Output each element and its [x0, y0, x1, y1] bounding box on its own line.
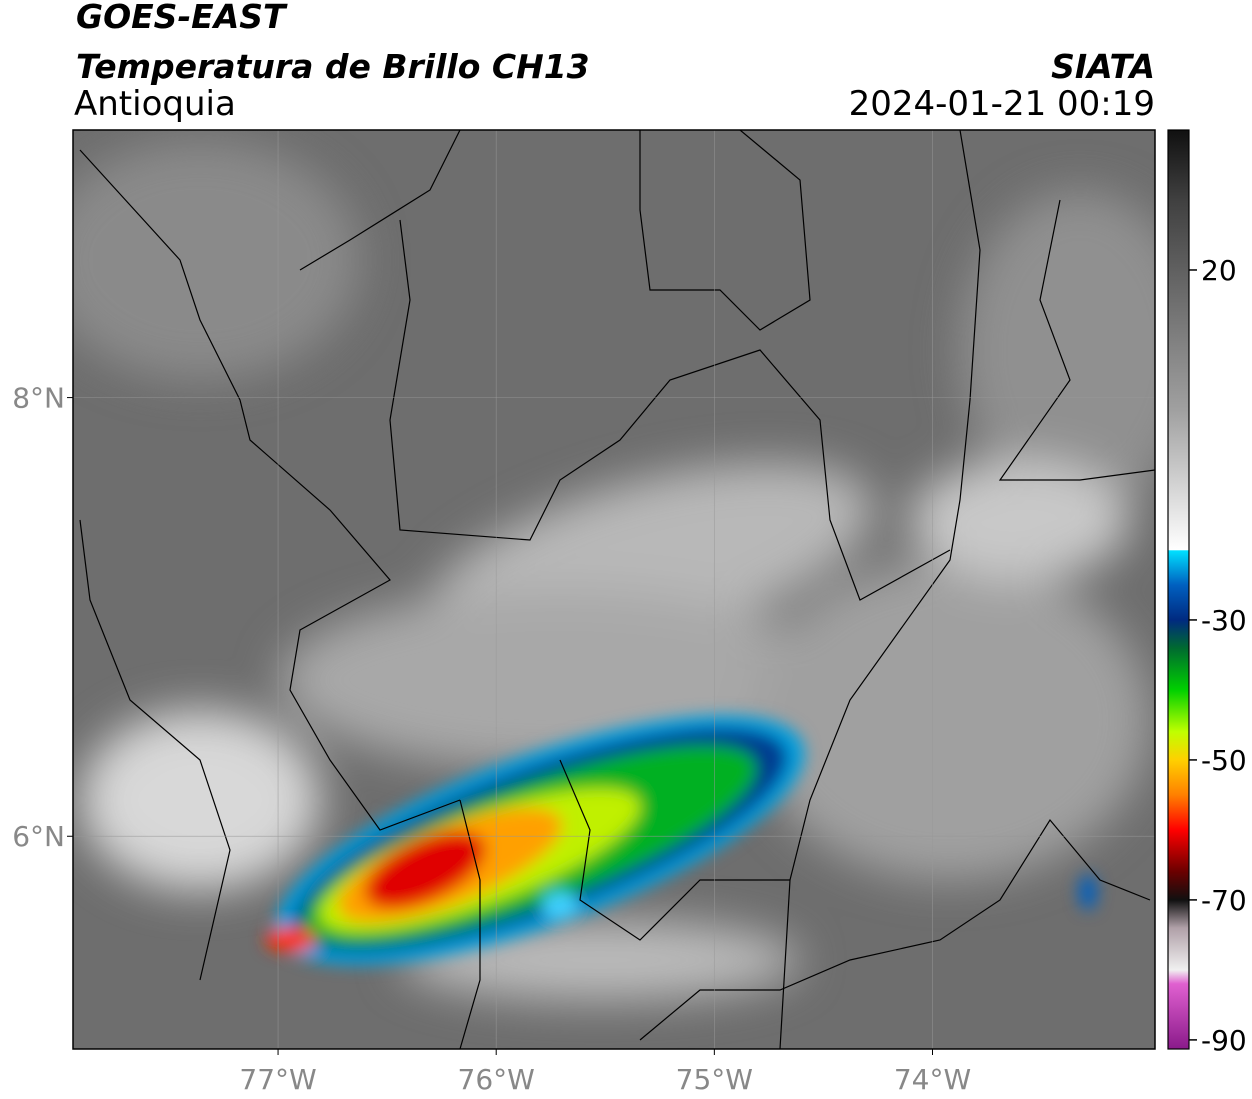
- colorbar-tick-label: -70: [1201, 884, 1247, 917]
- map-frame: [72, 129, 1156, 1050]
- datetime: 2024-01-21 00:19: [849, 84, 1155, 124]
- x-tick-label: 77°W: [239, 1063, 316, 1096]
- x-tick-label: 75°W: [676, 1063, 753, 1096]
- title: Temperatura de Brillo CH13: [76, 47, 590, 86]
- y-tick-label: 8°N: [12, 382, 65, 415]
- colorbar: [1167, 129, 1190, 1050]
- borders: [79, 130, 1155, 1049]
- source: SIATA: [1051, 47, 1155, 86]
- x-tick-label: 74°W: [894, 1063, 971, 1096]
- region: Antioquia: [74, 84, 236, 124]
- grid: [73, 130, 1155, 1049]
- title: GOES-EAST: [76, 0, 288, 36]
- colorbar-tick-label: -50: [1201, 744, 1247, 777]
- colorbar-tick-label: -90: [1201, 1024, 1247, 1057]
- cloud-field: [73, 140, 1155, 1000]
- colorbar-tick-label: -30: [1201, 604, 1247, 637]
- y-tick-label: 6°N: [12, 820, 65, 853]
- colorbar-tick-label: 20: [1201, 254, 1237, 287]
- x-tick-label: 76°W: [458, 1063, 535, 1096]
- map-image: [73, 130, 1155, 1049]
